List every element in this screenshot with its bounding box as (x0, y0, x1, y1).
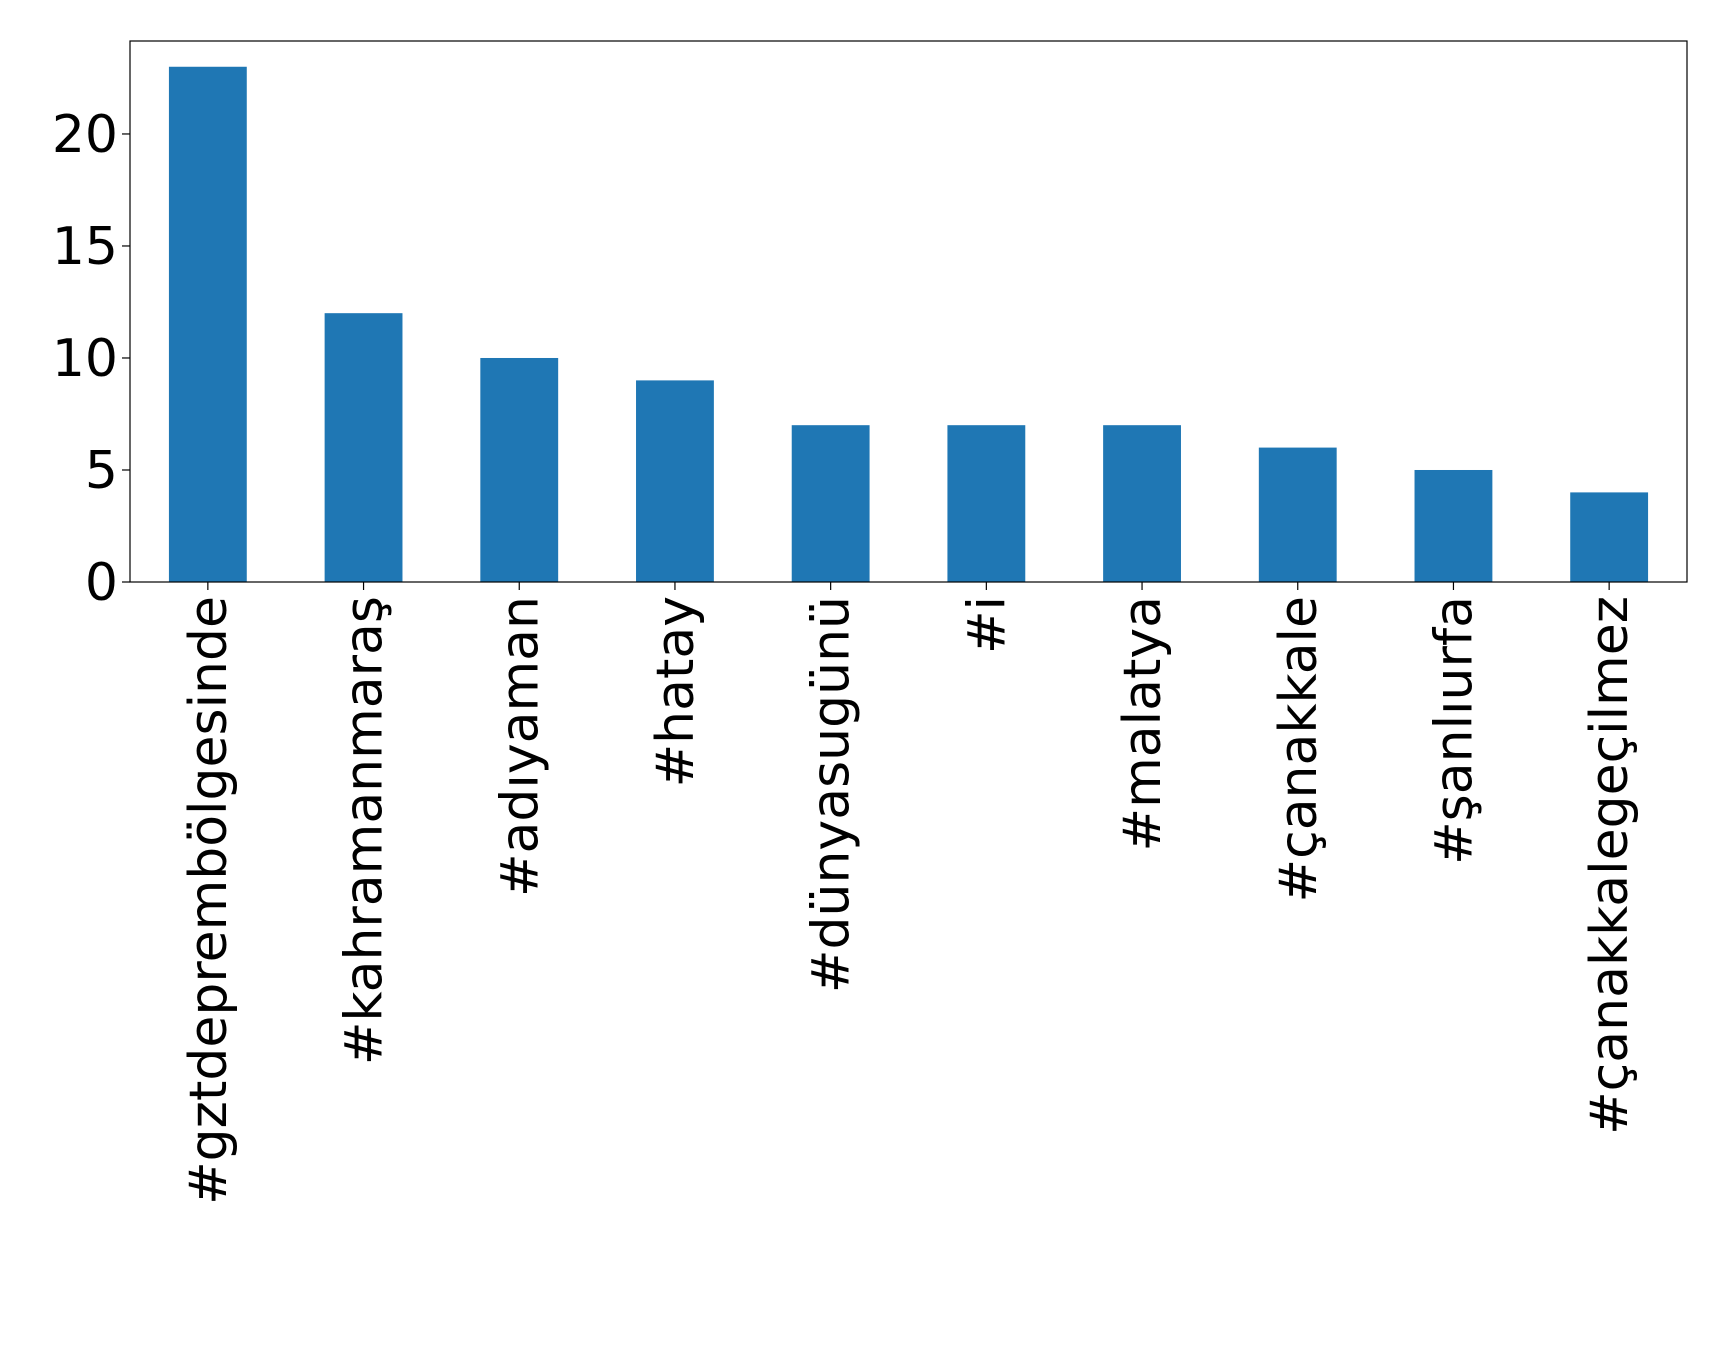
x-tick-label: #malatya (1113, 596, 1173, 851)
bar (636, 380, 714, 582)
bar (168, 66, 247, 582)
bar (947, 425, 1026, 582)
y-tick-label: 10 (52, 329, 118, 389)
y-tick-label: 20 (52, 105, 118, 165)
x-tick-label: #hatay (646, 596, 706, 787)
x-tick-label: #şanlıurfa (1424, 596, 1484, 865)
bar (324, 313, 403, 582)
x-tick-label: #çanakkalegeçilmez (1580, 596, 1640, 1135)
x-tick-label: #çanakkale (1269, 596, 1329, 902)
bar (1414, 469, 1493, 582)
x-tick-label: #kahramanmaraş (335, 596, 395, 1065)
bar (1258, 447, 1337, 582)
x-tick-label: #adıyaman (490, 596, 550, 897)
y-tick-label: 15 (52, 217, 118, 277)
x-tick-label: #dünyasugünü (802, 596, 862, 993)
bar (480, 357, 559, 582)
y-tick-label: 0 (85, 553, 118, 613)
bar (1103, 425, 1181, 582)
x-tick-label: #gztdeprembölgesinde (179, 596, 239, 1205)
x-tick-label: #i (957, 596, 1017, 654)
bar (1570, 492, 1649, 582)
y-tick-label: 5 (85, 441, 118, 501)
plot-frame (129, 40, 1688, 583)
bar (791, 425, 870, 582)
